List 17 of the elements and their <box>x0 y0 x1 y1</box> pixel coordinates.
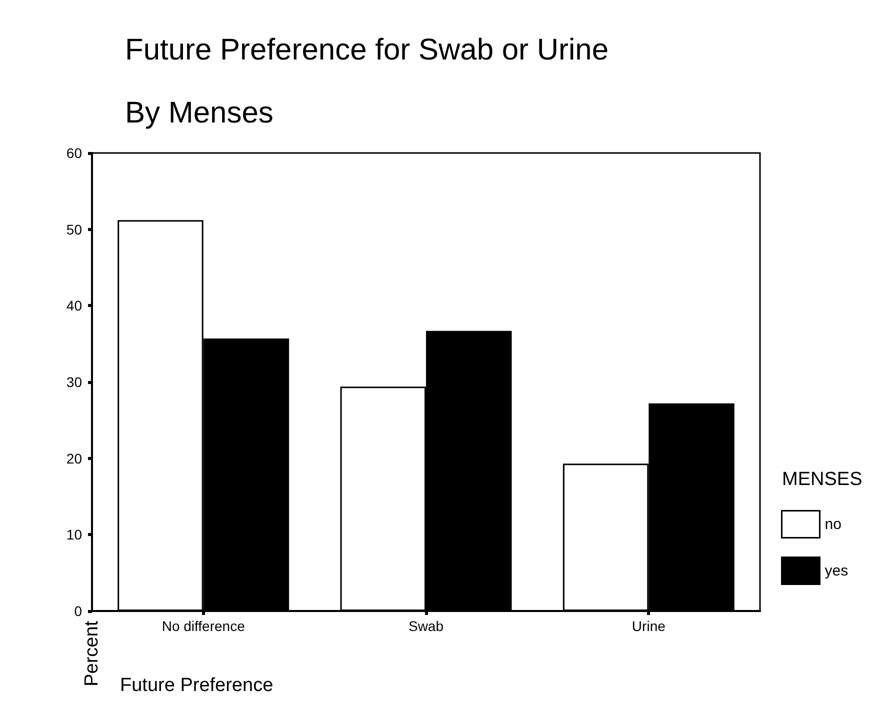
y-tick-label: 30 <box>66 374 82 390</box>
legend-label: yes <box>824 562 848 580</box>
legend-title: MENSES <box>782 469 862 490</box>
y-tick-label: 60 <box>66 145 82 161</box>
x-tick-label: Urine <box>632 618 666 634</box>
x-tick-label: Swab <box>408 618 444 634</box>
y-tick-label: 0 <box>74 603 82 619</box>
y-tick-label: 20 <box>66 450 82 466</box>
chart-subtitle: By Menses <box>125 96 274 130</box>
y-tick-label: 40 <box>66 298 82 314</box>
y-axis-title: Percent <box>82 620 102 686</box>
legend-label: no <box>824 516 842 533</box>
y-tick-label: 10 <box>66 526 82 543</box>
y-tick-label: 50 <box>66 221 82 238</box>
x-axis-title: Future Preference <box>120 675 274 696</box>
chart-title: Future Preference for Swab or Urine <box>125 34 609 66</box>
x-tick-label: No difference <box>162 618 246 634</box>
